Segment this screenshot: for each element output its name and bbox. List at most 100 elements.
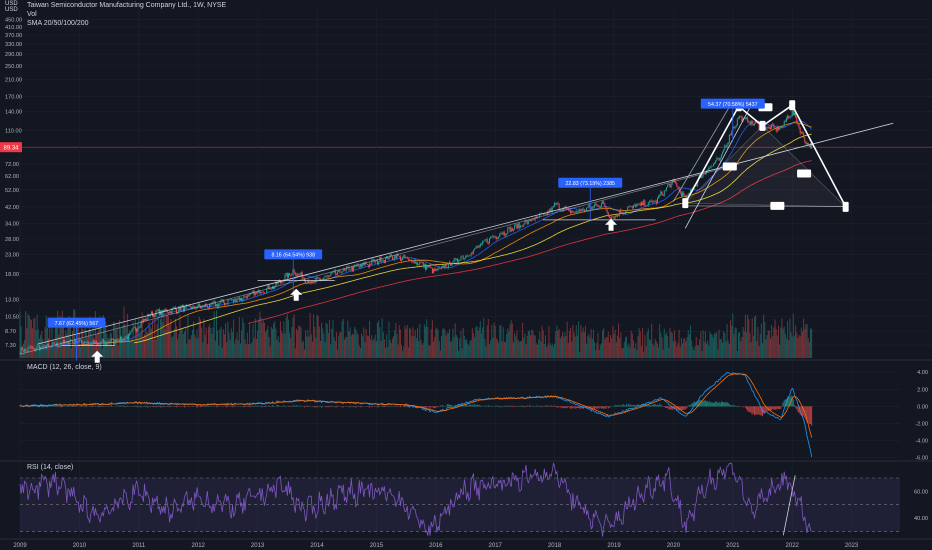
volume-bar [532,331,533,358]
volume-bar [562,332,563,358]
volume-bar [278,336,279,358]
volume-bar [763,314,764,358]
macd-histogram-bar [145,406,146,407]
volume-bar [797,338,798,358]
volume-bar [600,345,601,358]
volume-bar [792,337,793,358]
macd-histogram-bar [153,406,154,407]
macd-histogram-bar [436,406,437,407]
candle-body [319,278,320,279]
volume-bar [559,329,560,358]
candle-body [594,205,595,207]
volume-bar [379,327,380,358]
volume-bar [318,316,319,358]
candle-body [500,233,501,234]
macd-histogram-bar [197,406,198,407]
candle-body [660,192,661,195]
candle-body [447,267,448,268]
macd-histogram-bar [248,406,249,407]
volume-bar [476,326,477,358]
macd-legend[interactable]: MACD (12, 26, close, 9) [27,364,102,372]
candle-body [29,347,30,348]
volume-bar [195,338,196,358]
candle-body [403,255,404,257]
candle-body [781,126,782,127]
symbol-title[interactable]: Taiwan Semiconductor Manufacturing Compa… [27,2,226,10]
candle-body [176,309,177,312]
volume-bar [490,341,491,358]
volume-bar [154,319,155,358]
macd-histogram-bar [81,406,82,407]
volume-bar [531,330,532,358]
macd-histogram-bar [631,405,632,407]
candle-body [724,146,725,150]
macd-histogram-bar [486,406,487,407]
volume-bar [384,339,385,358]
macd-histogram-bar [408,406,409,407]
volume-bar [166,314,167,358]
candle-body [53,342,54,343]
volume-bar [305,330,306,358]
candle-body [606,207,607,210]
macd-histogram-bar [527,405,528,406]
volume-bar [620,332,621,358]
macd-histogram-bar [464,405,465,406]
candle-body [69,342,70,344]
volume-bar [251,342,252,358]
volume-bar [53,342,54,358]
macd-histogram-bar [222,406,223,407]
volume-bar [319,326,320,358]
volume-bar [621,348,622,358]
candle-body [296,275,297,276]
candle-body [94,340,95,343]
candle-body [439,268,440,269]
candle-body [326,276,327,277]
candle-body [73,342,74,344]
candle-body [800,128,801,134]
candle-body [408,258,409,259]
price-tick-label: 42.00 [5,205,19,211]
candle-body [656,201,657,204]
macd-histogram-bar [656,405,657,406]
macd-histogram-bar [427,406,428,407]
volume-bar [187,314,188,358]
candle-body [110,341,111,342]
volume-bar [179,315,180,358]
volume-bar [249,322,250,358]
macd-histogram-bar [178,406,179,407]
macd-histogram-bar [146,406,147,407]
macd-histogram-bar [319,406,320,407]
candle-body [395,256,396,259]
volume-bar [425,327,426,358]
volume-bar [555,331,556,358]
macd-histogram-bar [296,405,297,406]
macd-histogram-bar [797,406,798,412]
macd-histogram-bar [265,406,266,407]
candle-body [217,304,218,307]
volume-bar [91,337,92,358]
candle-body [407,258,408,259]
candle-body [415,260,416,263]
candle-body [528,221,529,224]
price-tick-label: 18.00 [5,272,19,278]
macd-histogram-bar [304,406,305,407]
sma-legend[interactable]: SMA 20/50/100/200 [27,20,89,28]
volume-bar [30,319,31,358]
time-tick-label: 2013 [251,543,265,549]
candle-body [232,300,233,301]
candle-body [329,276,330,277]
macd-histogram-bar [756,406,757,414]
candle-body [380,257,381,261]
volume-legend[interactable]: Vol [27,11,37,19]
volume-bar [618,323,619,358]
volume-bar [669,328,670,358]
macd-histogram-bar [745,406,746,407]
macd-histogram-bar [249,405,250,406]
volume-bar [433,342,434,358]
volume-bar [343,319,344,358]
rsi-legend[interactable]: RSI (14, close) [27,464,73,472]
candle-body [297,274,298,275]
candle-body [360,265,361,267]
candle-body [642,203,643,205]
